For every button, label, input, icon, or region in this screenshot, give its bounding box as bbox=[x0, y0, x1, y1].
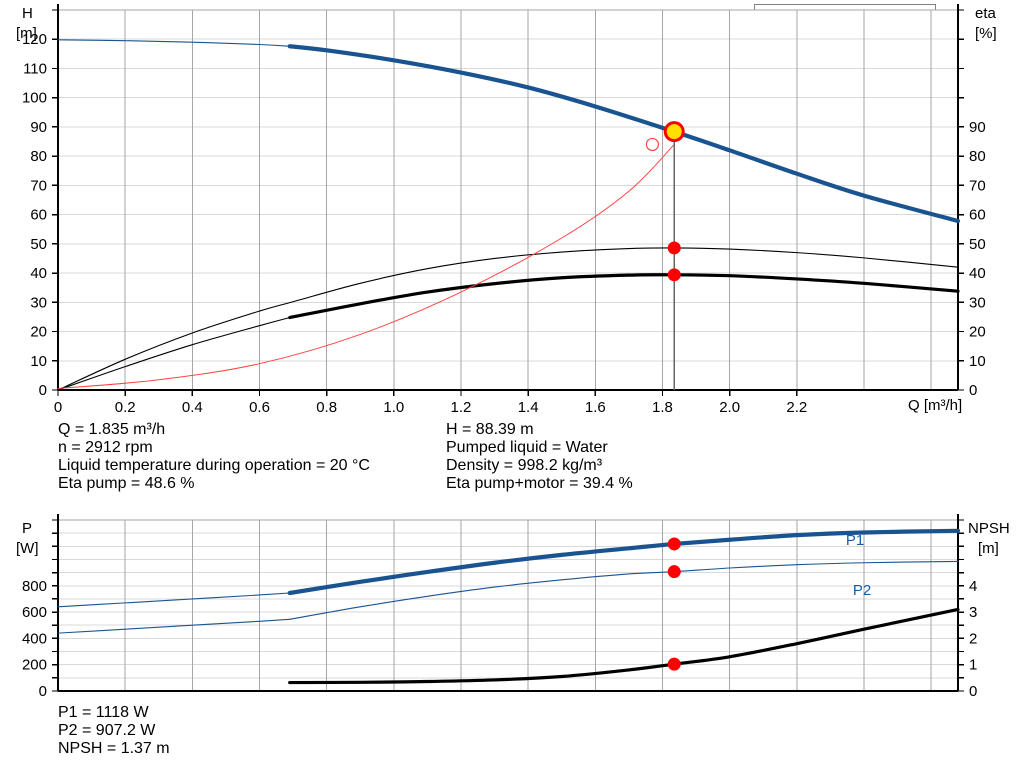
y-right-tick-label: 4 bbox=[969, 578, 977, 595]
curve-p2-thin-extension bbox=[57, 618, 291, 634]
info-n: n = 2912 rpm bbox=[58, 439, 153, 456]
duty-point-marker-p2[interactable] bbox=[667, 565, 681, 579]
duty-point-marker-head[interactable] bbox=[663, 121, 685, 143]
curve-eta-pump-motor-thick-black bbox=[288, 273, 960, 320]
y-right-tick-label: 80 bbox=[969, 148, 986, 165]
y-left-tick-label: 90 bbox=[30, 119, 47, 136]
x-tick-label: 1.8 bbox=[652, 399, 673, 416]
info-eta-pump-motor: Eta pump+motor = 39.4 % bbox=[446, 475, 633, 492]
info-npsh: NPSH = 1.37 m bbox=[58, 740, 170, 757]
series-label-p1: P1 bbox=[846, 532, 864, 549]
top-chart-x-axis-title-q: Q [m³/h] bbox=[908, 397, 963, 414]
y-left-tick-label: 600 bbox=[22, 604, 47, 621]
y-left-tick-label: 0 bbox=[39, 683, 47, 700]
info-pumped-liquid: Pumped liquid = Water bbox=[446, 439, 608, 456]
bottom-info-column: P1 = 1118 W P2 = 907.2 W NPSH = 1.37 m bbox=[58, 704, 170, 758]
info-q: Q = 1.835 m³/h bbox=[58, 421, 166, 438]
y-right-tick-label: 1 bbox=[969, 657, 977, 674]
bottom-chart-y-right-axis-title-npsh: NPSH bbox=[968, 520, 1010, 537]
projection-marker-circle bbox=[645, 137, 660, 152]
y-right-tick-label: 0 bbox=[969, 382, 977, 399]
y-right-tick-label: 0 bbox=[969, 683, 977, 700]
duty-point-marker-npsh[interactable] bbox=[667, 657, 681, 671]
top-chart-y-left-axis-title-h: H bbox=[22, 5, 33, 22]
y-right-tick-label: 3 bbox=[969, 604, 977, 621]
top-info-left-column: Q = 1.835 m³/h n = 2912 rpm Liquid tempe… bbox=[58, 421, 370, 493]
info-density: Density = 998.2 kg/m³ bbox=[446, 457, 603, 474]
y-left-tick-label: 10 bbox=[30, 353, 47, 370]
info-eta-pump: Eta pump = 48.6 % bbox=[58, 475, 195, 492]
curve-eta-pump-motor-thin-extension bbox=[57, 316, 291, 391]
y-right-tick-label: 70 bbox=[969, 177, 986, 194]
curve-npsh-thick-black bbox=[288, 607, 960, 685]
y-left-tick-label: 30 bbox=[30, 294, 47, 311]
y-left-tick-label: 400 bbox=[22, 630, 47, 647]
y-right-tick-label: 50 bbox=[969, 236, 986, 253]
y-left-tick-label: 100 bbox=[22, 90, 47, 107]
y-left-tick-label: 110 bbox=[23, 60, 47, 77]
x-tick-label: 1.0 bbox=[383, 399, 404, 416]
x-tick-label: 2.2 bbox=[786, 399, 807, 416]
top-chart: 0 10 20 30 40 50 60 70 80 90 100 110 120 0 10 20 30 40 50 6… bbox=[22, 4, 986, 416]
bottom-chart-y-left-axis-title-p: P bbox=[22, 520, 33, 537]
info-liquid-temperature: Liquid temperature during operation = 20… bbox=[58, 457, 370, 474]
y-right-tick-label: 40 bbox=[969, 265, 986, 282]
curve-eta-pump-thin-black bbox=[57, 247, 959, 391]
curve-p2-thin-full bbox=[289, 560, 959, 620]
info-p1: P1 = 1118 W bbox=[58, 704, 149, 721]
y-left-tick-label: 60 bbox=[30, 207, 47, 224]
x-tick-label: 0.4 bbox=[182, 399, 203, 416]
duty-point-marker-p1[interactable] bbox=[667, 537, 681, 551]
y-left-tick-label: 200 bbox=[22, 657, 47, 674]
y-left-tick-label: 80 bbox=[30, 148, 47, 165]
curve-p1-thin-extension bbox=[57, 592, 291, 608]
y-left-tick-label: 70 bbox=[30, 177, 47, 194]
x-tick-label: 1.2 bbox=[451, 399, 472, 416]
x-tick-label: 0.8 bbox=[316, 399, 337, 416]
curve-h-curve-full-range-thin bbox=[57, 39, 291, 47]
duty-point-marker-eta-pump-motor[interactable] bbox=[667, 268, 681, 282]
y-left-tick-label: 800 bbox=[22, 578, 47, 595]
y-left-tick-label: 20 bbox=[30, 324, 47, 341]
curve-h-curve-operating-range-thick bbox=[287, 44, 961, 224]
x-tick-label: 1.6 bbox=[585, 399, 606, 416]
bottom-chart: 0 200 400 600 800 0 1 2 3 4 P1 P2 bbox=[22, 514, 977, 700]
top-chart-y-left-axis-unit-m: [m] bbox=[16, 25, 37, 42]
info-h: H = 88.39 m bbox=[446, 421, 534, 438]
y-right-tick-label: 60 bbox=[969, 207, 986, 224]
top-chart-y-right-axis-unit-percent: [%] bbox=[975, 25, 997, 42]
top-chart-y-right-axis-title-eta: eta bbox=[975, 5, 996, 22]
curve-npsh-projection-thin-red bbox=[57, 143, 675, 390]
info-p2: P2 = 907.2 W bbox=[58, 722, 156, 739]
duty-point-marker-eta-pump[interactable] bbox=[667, 241, 681, 255]
series-label-p2: P2 bbox=[853, 582, 871, 599]
y-left-tick-label: 120 bbox=[22, 31, 47, 48]
y-right-tick-label: 90 bbox=[969, 119, 986, 136]
y-right-tick-label: 10 bbox=[969, 353, 986, 370]
x-tick-label: 0.2 bbox=[115, 399, 136, 416]
y-right-tick-label: 30 bbox=[969, 294, 986, 311]
x-tick-label: 0 bbox=[54, 399, 62, 416]
y-right-tick-label: 20 bbox=[969, 324, 986, 341]
y-right-tick-label: 2 bbox=[969, 630, 977, 647]
bottom-chart-y-left-axis-unit-w: [W] bbox=[16, 540, 39, 557]
bottom-chart-y-right-axis-unit-m: [m] bbox=[978, 540, 999, 557]
top-info-right-column: H = 88.39 m Pumped liquid = Water Densit… bbox=[446, 421, 633, 493]
x-tick-label: 2.0 bbox=[719, 399, 740, 416]
curve-p1-thick bbox=[287, 528, 961, 596]
x-tick-label: 1.4 bbox=[518, 399, 539, 416]
y-left-tick-label: 50 bbox=[30, 236, 47, 253]
y-left-tick-label: 40 bbox=[30, 265, 47, 282]
y-left-tick-label: 0 bbox=[39, 382, 47, 399]
x-tick-label: 0.6 bbox=[249, 399, 270, 416]
